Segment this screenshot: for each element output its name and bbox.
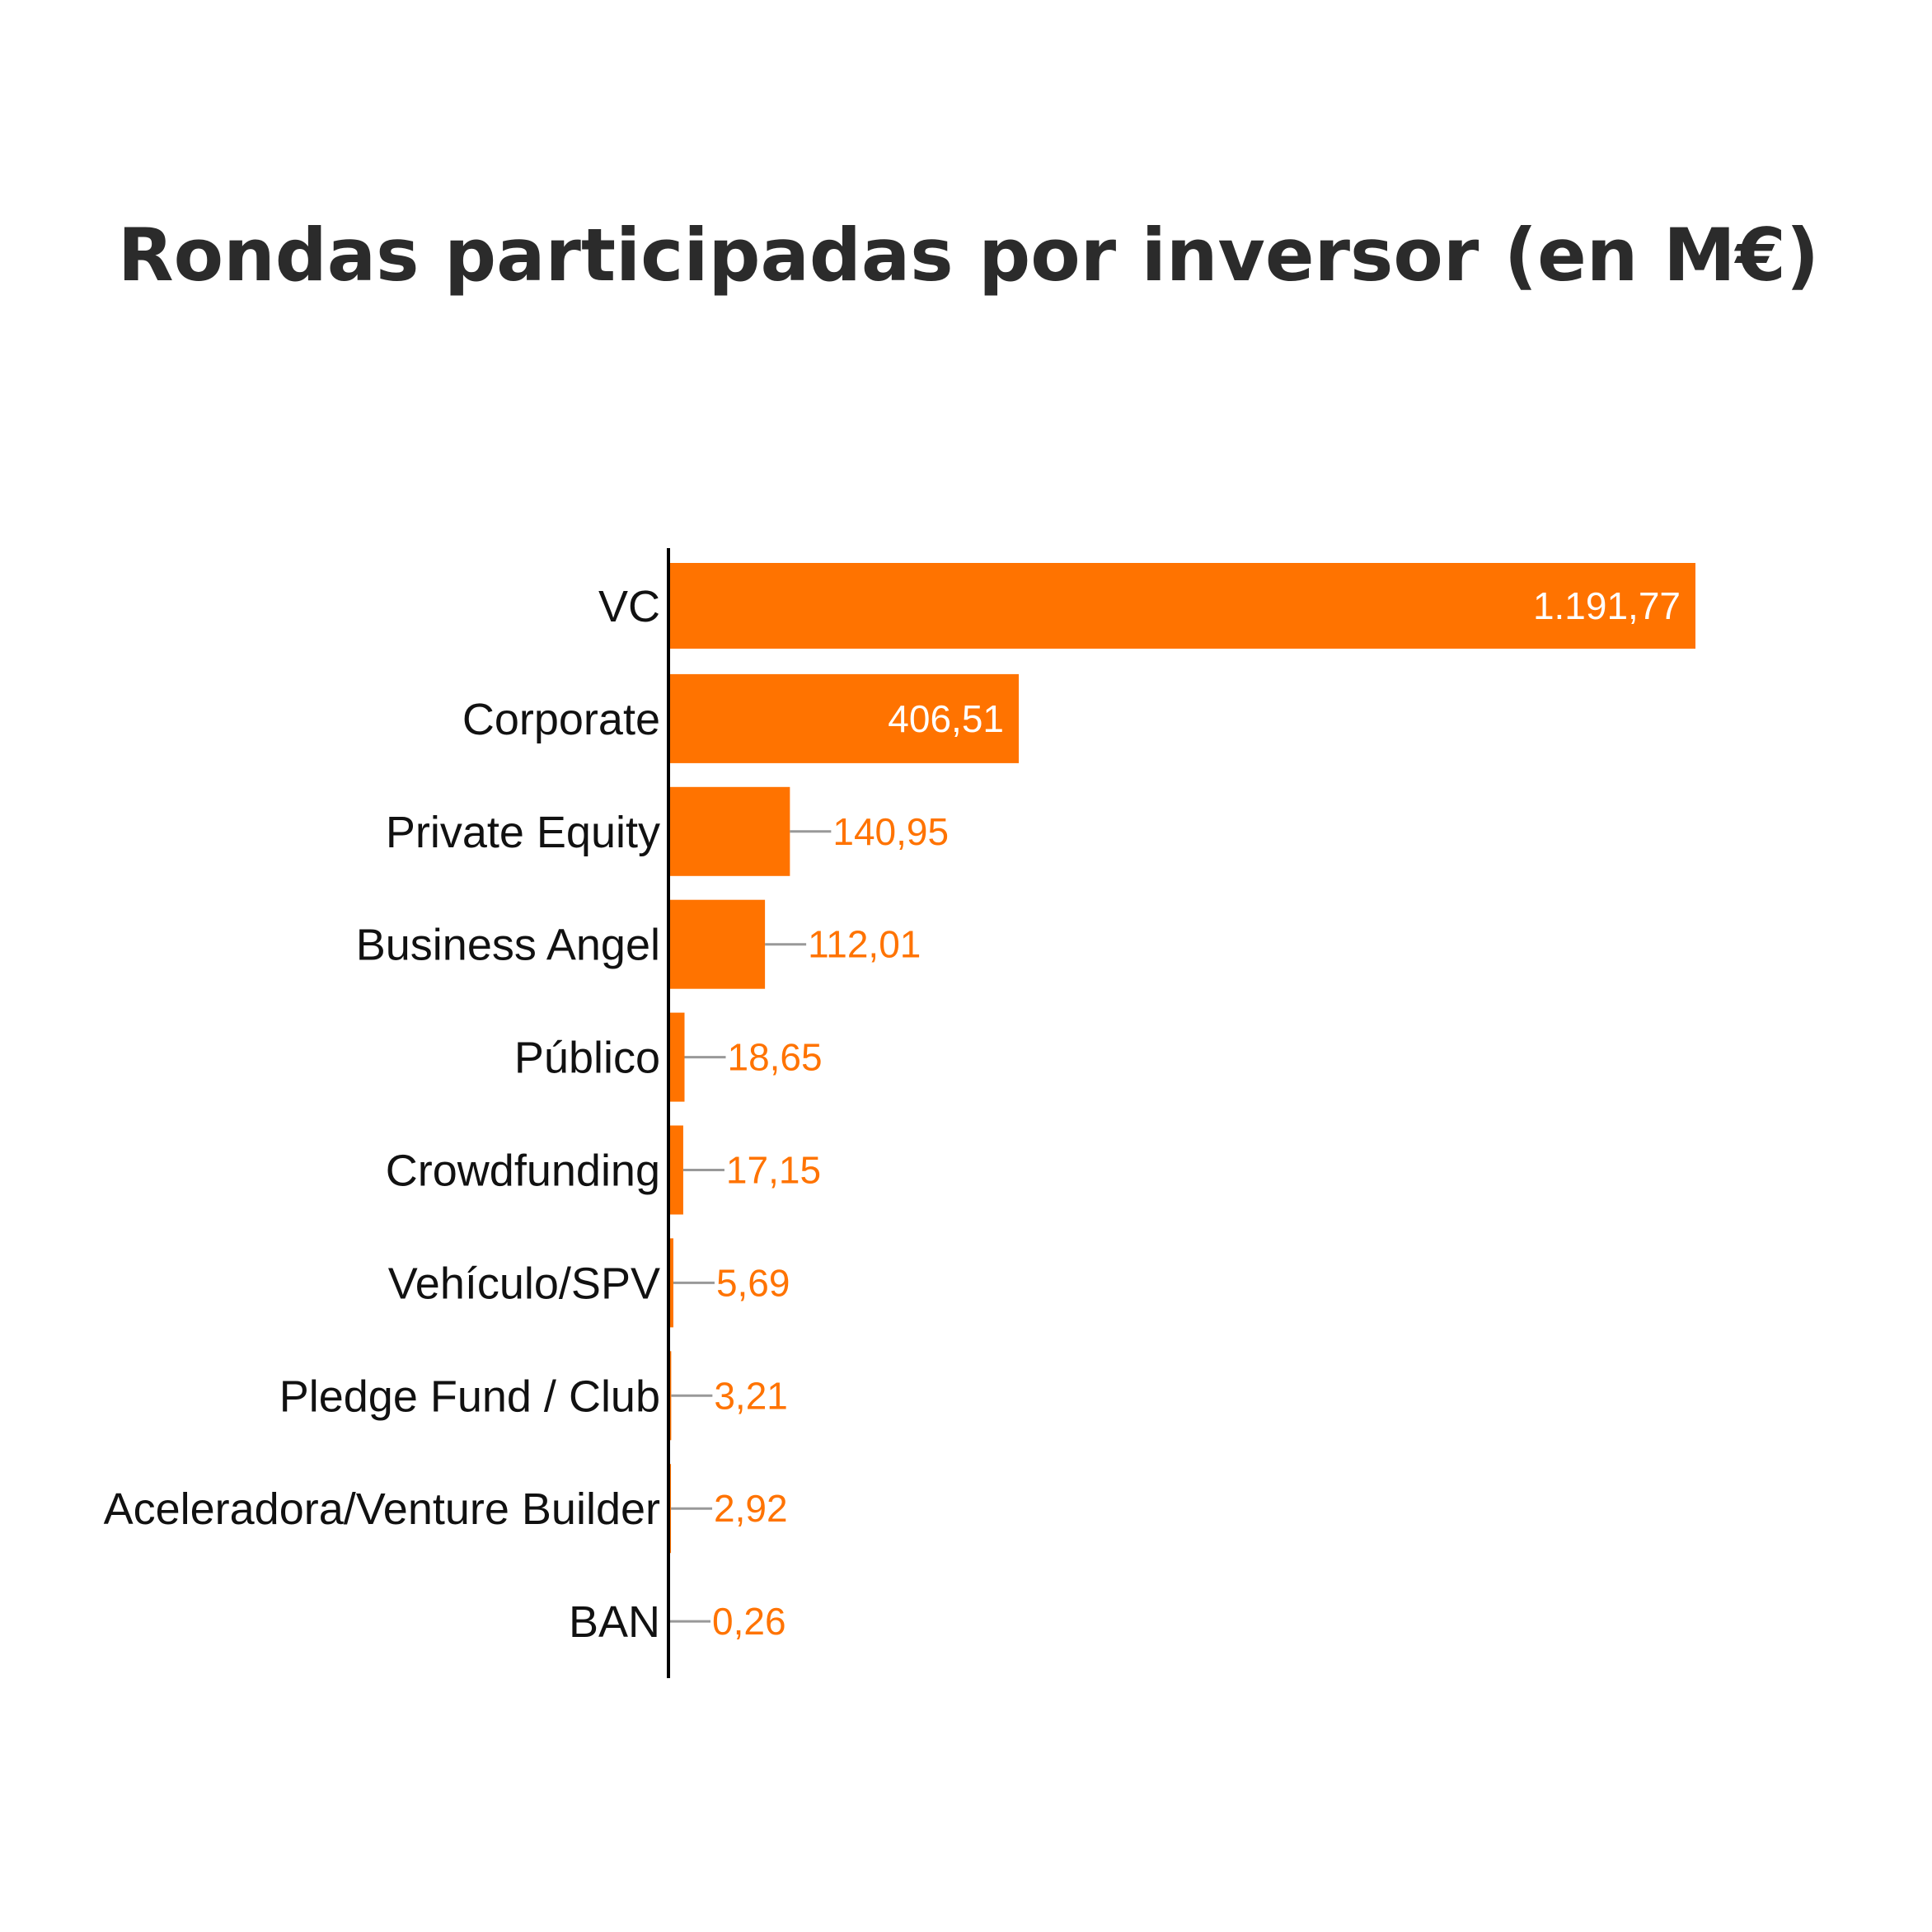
bar — [668, 786, 790, 876]
bar — [668, 1012, 685, 1102]
value-label: 0,26 — [712, 1600, 786, 1643]
bar — [668, 1125, 683, 1215]
category-label: Vehículo/SPV — [388, 1259, 660, 1308]
value-label: 5,69 — [716, 1261, 790, 1304]
category-label: Crowdfunding — [386, 1147, 660, 1196]
value-label: 112,01 — [808, 923, 921, 966]
category-label: Corporate — [462, 695, 660, 744]
bar — [668, 563, 1695, 649]
bar — [668, 673, 1020, 763]
bar — [668, 1238, 673, 1328]
chart-title: Rondas participadas por inversor (en M€) — [118, 213, 1819, 298]
bar — [668, 899, 766, 989]
category-label: Private Equity — [386, 808, 660, 857]
category-label: Business Angel — [356, 921, 660, 970]
value-label: 406,51 — [888, 697, 1004, 740]
value-label: 1.191,77 — [1533, 584, 1681, 627]
category-label: Público — [514, 1034, 660, 1083]
category-label: Pledge Fund / Club — [279, 1372, 660, 1421]
category-label: BAN — [569, 1597, 660, 1647]
value-label: 140,95 — [832, 810, 949, 853]
value-label: 2,92 — [714, 1487, 788, 1530]
category-label: VC — [598, 582, 660, 631]
category-label: Aceleradora/Venture Builder — [104, 1484, 660, 1534]
value-label: 17,15 — [726, 1149, 821, 1192]
value-label: 18,65 — [727, 1036, 822, 1079]
value-label: 3,21 — [714, 1374, 788, 1417]
